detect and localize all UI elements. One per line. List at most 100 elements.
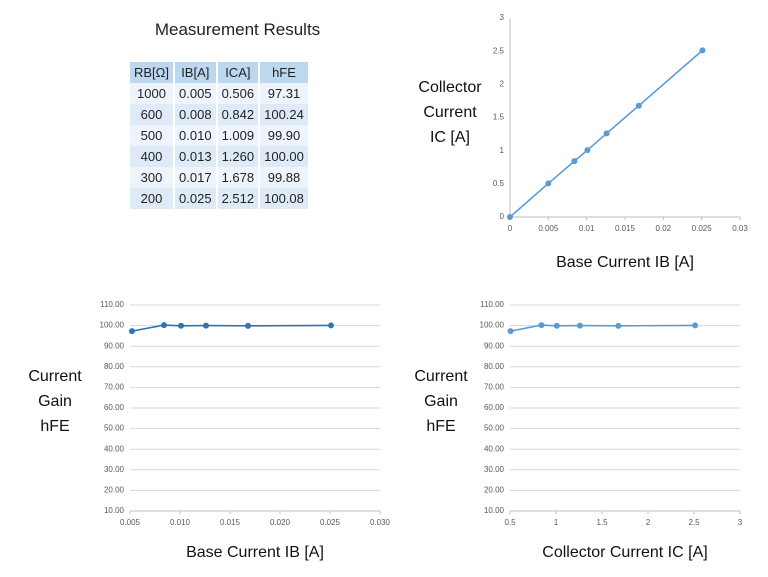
table-cell: 1.009 — [216, 125, 261, 146]
data-point — [699, 47, 706, 54]
data-point — [545, 180, 552, 187]
table-row: 400 0.013 1.260 100.00 — [130, 146, 310, 167]
y-tick-label: 0.5 — [493, 179, 505, 188]
y-axis-label: IC [A] — [430, 129, 470, 146]
table-cell: 99.88 — [259, 167, 310, 188]
x-tick-label: 3 — [738, 518, 743, 527]
table-cell: 0.025 — [174, 188, 218, 209]
x-tick-label: 2.5 — [688, 518, 700, 527]
data-line — [131, 324, 332, 332]
table-cell: 500 — [130, 125, 176, 146]
table-cell: 200 — [130, 188, 176, 209]
table-cell: 2.512 — [216, 188, 261, 209]
y-axis-label: Current — [423, 104, 477, 121]
y-tick-label: 2 — [500, 79, 505, 88]
table-cell: 1000 — [130, 83, 176, 104]
x-tick-label: 0.02 — [656, 224, 672, 233]
data-point — [692, 322, 699, 329]
data-point — [584, 147, 591, 154]
y-tick-label: 3 — [500, 13, 505, 22]
x-tick-label: 2 — [646, 518, 651, 527]
y-tick-label: 70.00 — [484, 383, 505, 392]
table-cell: 100.00 — [259, 146, 310, 167]
x-tick-label: 0.5 — [504, 518, 516, 527]
y-tick-label: 60.00 — [104, 403, 125, 412]
data-point — [538, 322, 545, 329]
table-cell: 99.90 — [259, 125, 310, 146]
y-tick-label: 1.5 — [493, 113, 505, 122]
data-point — [635, 102, 642, 109]
data-point — [245, 322, 251, 329]
header-cell: ICA] — [216, 62, 261, 83]
data-point — [178, 322, 184, 329]
y-tick-label: 20.00 — [484, 486, 505, 495]
y-tick-label: 40.00 — [104, 444, 125, 453]
x-tick-label: 0.030 — [370, 518, 391, 527]
table-cell: 1.678 — [216, 167, 261, 188]
x-tick-label: 0.015 — [615, 224, 636, 233]
table-cell: 97.31 — [259, 83, 310, 104]
table-cell: 100.24 — [259, 104, 310, 125]
table-cell: 0.005 — [174, 83, 218, 104]
data-point — [129, 328, 135, 335]
table-cell: 0.013 — [174, 146, 218, 167]
header-row: RB[Ω] IB[A] ICA] hFE — [130, 62, 310, 83]
data-point — [507, 328, 514, 335]
data-point — [615, 322, 622, 329]
x-tick-label: 1 — [554, 518, 559, 527]
table-row: 300 0.017 1.678 99.88 — [130, 167, 310, 188]
results-table: RB[Ω] IB[A] ICA] hFE 1000 0.005 0.506 97.31 600 0… — [130, 62, 310, 209]
y-axis-label: Collector — [418, 79, 482, 96]
table-row: 1000 0.005 0.506 97.31 — [130, 83, 310, 104]
y-axis-label: hFE — [426, 418, 455, 435]
y-axis-label: Gain — [38, 393, 72, 410]
data-point — [507, 214, 513, 220]
table-cell: 0.506 — [216, 83, 261, 104]
header-cell: hFE — [259, 62, 310, 83]
data-point — [576, 322, 583, 329]
y-tick-label: 50.00 — [104, 424, 125, 433]
data-point — [553, 322, 560, 329]
table-cell: 600 — [130, 104, 176, 125]
table-cell: 400 — [130, 146, 176, 167]
y-tick-label: 100.00 — [480, 321, 505, 330]
header-cell: RB[Ω] — [130, 62, 176, 83]
y-tick-label: 90.00 — [484, 341, 505, 350]
y-tick-label: 10.00 — [104, 506, 125, 515]
y-tick-label: 100.00 — [100, 321, 125, 330]
y-tick-label: 1 — [500, 146, 505, 155]
y-tick-label: 20.00 — [104, 486, 125, 495]
x-axis-label: Base Current IB [A] — [186, 544, 324, 561]
y-axis-label: Current — [28, 368, 82, 385]
x-tick-label: 0.005 — [120, 518, 141, 527]
y-tick-label: 10.00 — [484, 506, 505, 515]
y-tick-label: 50.00 — [484, 424, 505, 433]
y-axis-label: hFE — [40, 418, 69, 435]
y-tick-label: 40.00 — [484, 444, 505, 453]
x-tick-label: 0.010 — [170, 518, 191, 527]
y-tick-label: 110.00 — [480, 300, 504, 309]
table-row: 500 0.010 1.009 99.90 — [130, 125, 310, 146]
data-point — [603, 130, 610, 137]
y-tick-label: 30.00 — [484, 465, 505, 474]
x-tick-label: 0.020 — [270, 518, 291, 527]
table-cell: 0.008 — [174, 104, 218, 125]
x-tick-label: 0.025 — [320, 518, 341, 527]
x-axis-label: Base Current IB [A] — [556, 254, 694, 271]
x-tick-label: 0.005 — [538, 224, 559, 233]
table-title: Measurement Results — [154, 20, 321, 39]
table-cell: 0.017 — [174, 167, 218, 188]
data-line — [510, 324, 696, 332]
y-tick-label: 90.00 — [104, 341, 125, 350]
table-row: 600 0.008 0.842 100.24 — [130, 104, 310, 125]
y-tick-label: 0 — [500, 212, 505, 221]
y-tick-label: 110.00 — [100, 300, 124, 309]
x-tick-label: 0.03 — [732, 224, 748, 233]
x-tick-label: 0.025 — [692, 224, 713, 233]
x-tick-label: 1.5 — [596, 518, 608, 527]
x-tick-label: 0.015 — [220, 518, 241, 527]
y-tick-label: 2.5 — [493, 46, 505, 55]
y-tick-label: 60.00 — [484, 403, 505, 412]
